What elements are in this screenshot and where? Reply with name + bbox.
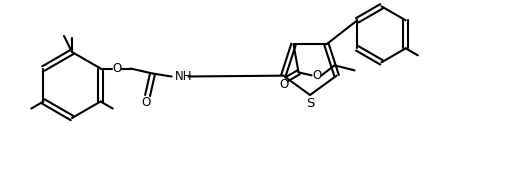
Text: O: O — [112, 62, 121, 75]
Text: CH₃: CH₃ — [0, 174, 1, 175]
Text: NH: NH — [174, 70, 192, 83]
Text: S: S — [305, 97, 314, 110]
Text: O: O — [311, 69, 321, 82]
Text: O: O — [278, 78, 288, 91]
Text: O: O — [141, 96, 150, 109]
